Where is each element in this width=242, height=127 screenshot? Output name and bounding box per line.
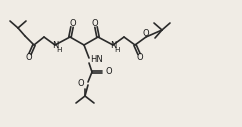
Text: N: N bbox=[52, 42, 58, 51]
Text: O: O bbox=[137, 53, 143, 62]
Text: O: O bbox=[70, 20, 76, 28]
Text: H: H bbox=[56, 47, 61, 53]
Text: H: H bbox=[114, 47, 120, 53]
Text: O: O bbox=[26, 53, 32, 62]
Text: N: N bbox=[110, 42, 116, 51]
Text: O: O bbox=[143, 29, 149, 38]
Text: O: O bbox=[106, 67, 113, 76]
Text: HN: HN bbox=[90, 54, 103, 64]
Text: O: O bbox=[92, 20, 98, 28]
Text: O: O bbox=[77, 78, 84, 88]
